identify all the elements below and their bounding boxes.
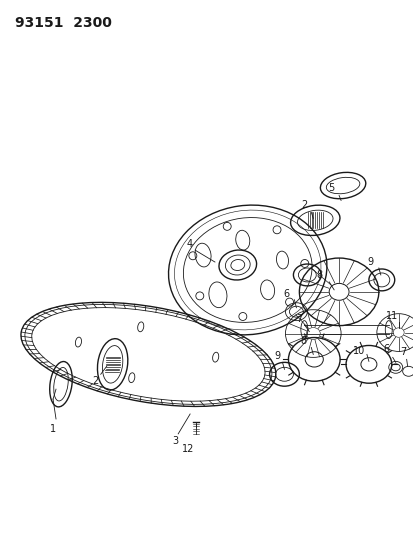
Text: 6: 6 xyxy=(283,289,289,299)
Text: 6: 6 xyxy=(383,344,389,354)
Text: 8: 8 xyxy=(316,270,322,280)
Text: 3: 3 xyxy=(172,436,178,446)
Text: 93151  2300: 93151 2300 xyxy=(15,15,112,30)
Text: 9: 9 xyxy=(367,257,373,267)
Text: 7: 7 xyxy=(296,313,302,324)
Text: 9: 9 xyxy=(274,351,280,361)
Text: 2: 2 xyxy=(93,376,99,386)
Text: 8: 8 xyxy=(299,336,306,346)
Text: 7: 7 xyxy=(400,348,406,358)
Text: 5: 5 xyxy=(327,182,333,192)
Text: 1: 1 xyxy=(50,424,56,434)
Text: 2: 2 xyxy=(301,200,307,211)
Text: 11: 11 xyxy=(385,311,397,321)
Text: 10: 10 xyxy=(352,346,364,357)
Text: 12: 12 xyxy=(181,444,194,454)
Text: 4: 4 xyxy=(187,239,193,249)
